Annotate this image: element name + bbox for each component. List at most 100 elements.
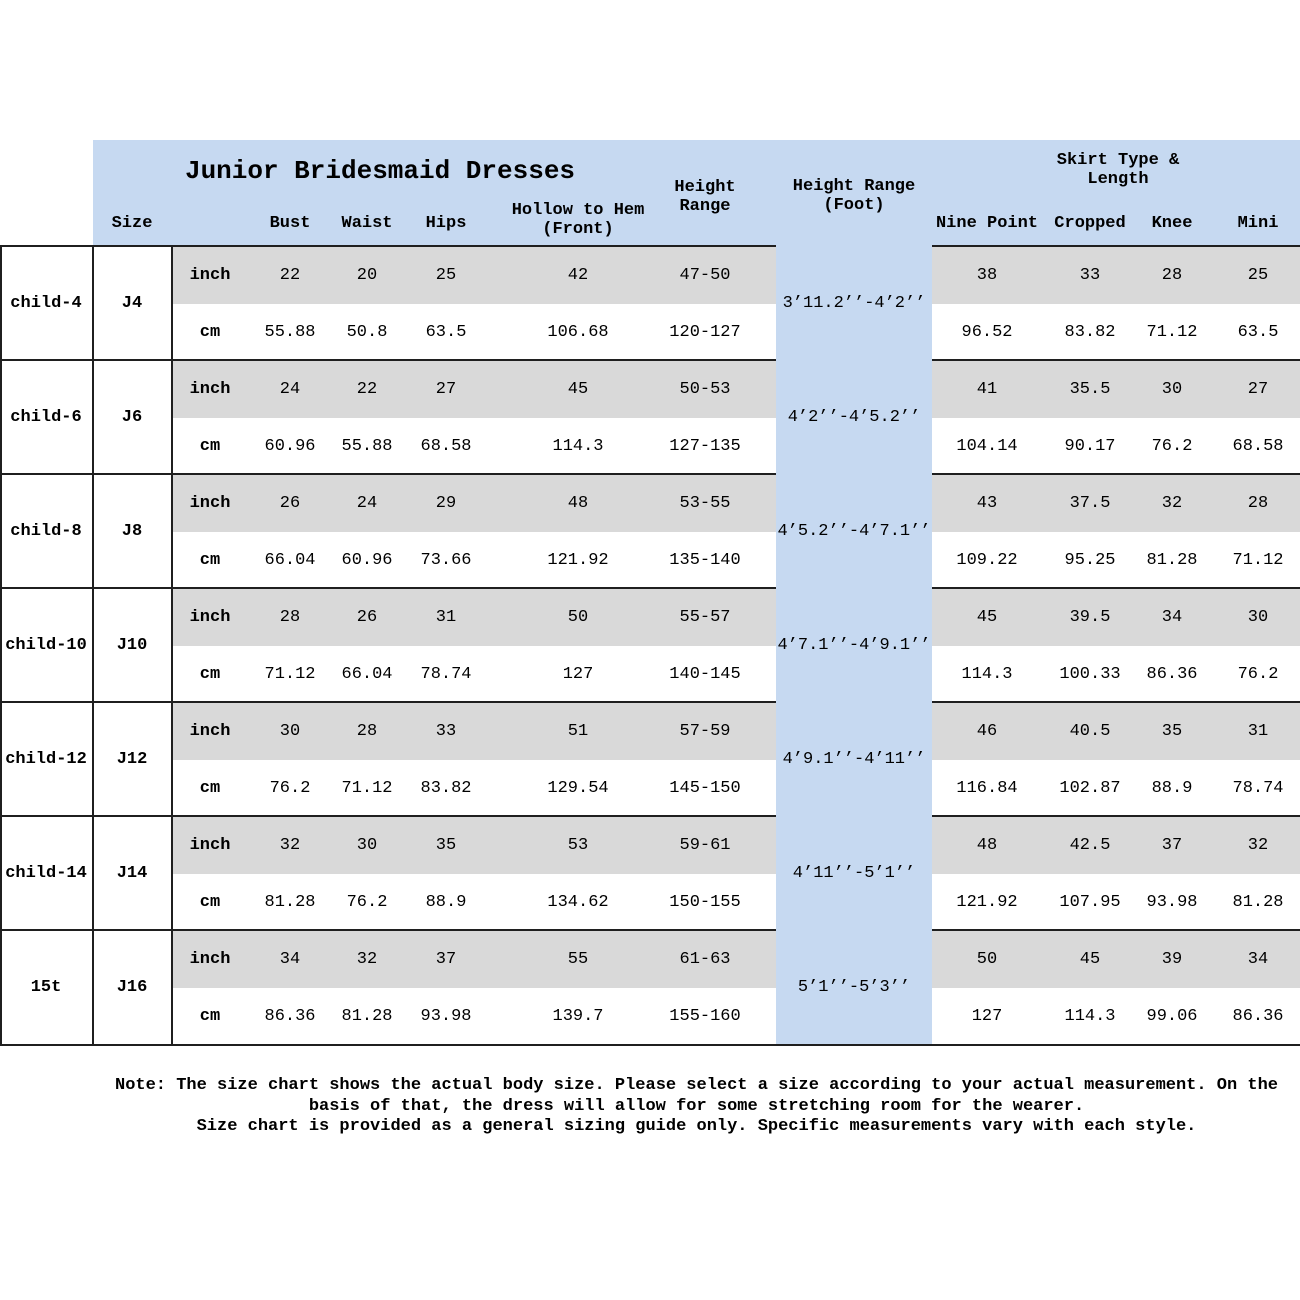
grid-line xyxy=(0,359,776,361)
row-label-child: child-12 xyxy=(5,750,87,769)
cell-hollow-cm: 127 xyxy=(562,664,594,684)
cell-hollow-inch: 50 xyxy=(567,607,589,627)
cell-knee-inch: 30 xyxy=(1161,379,1183,399)
table-row: child-12 J12 inch cm 30 28 33 51 57-59 4… xyxy=(0,703,1300,817)
cell-bust-cm: 81.28 xyxy=(264,892,316,912)
cell-waist-cm: 81.28 xyxy=(341,1006,393,1026)
table-row: 15t J16 inch cm 34 32 37 55 61-63 50 45 … xyxy=(0,931,1300,1045)
cell-waist-cm: 76.2 xyxy=(346,892,388,912)
row-stripe xyxy=(932,361,1300,418)
cell-hips-cm: 78.74 xyxy=(420,664,472,684)
cell-mini-inch: 34 xyxy=(1247,949,1269,969)
cell-bust-inch: 24 xyxy=(279,379,301,399)
cell-cropped-inch: 40.5 xyxy=(1069,721,1111,741)
note-text: Note: The size chart shows the actual bo… xyxy=(93,1076,1300,1138)
row-stripe xyxy=(932,589,1300,646)
note-line-1: Note: The size chart shows the actual bo… xyxy=(115,1076,1278,1095)
cell-nine-point-cm: 116.84 xyxy=(956,778,1018,798)
cell-cropped-cm: 83.82 xyxy=(1064,322,1116,342)
cell-knee-cm: 86.36 xyxy=(1146,664,1198,684)
cell-mini-cm: 68.58 xyxy=(1232,436,1284,456)
cell-cropped-inch: 35.5 xyxy=(1069,379,1111,399)
cell-bust-inch: 26 xyxy=(279,493,301,513)
cell-knee-inch: 39 xyxy=(1161,949,1183,969)
cell-knee-cm: 99.06 xyxy=(1146,1006,1198,1026)
cell-nine-point-cm: 109.22 xyxy=(956,550,1018,570)
grid-line xyxy=(0,701,776,703)
cell-mini-inch: 25 xyxy=(1247,265,1269,285)
height-range-foot-column-background xyxy=(776,140,932,1046)
cell-mini-inch: 28 xyxy=(1247,493,1269,513)
cell-height-range-foot: 4’9.1’’-4’11’’ xyxy=(782,750,926,769)
column-header-waist: Waist xyxy=(341,213,393,233)
cell-cropped-inch: 33 xyxy=(1079,265,1101,285)
cell-hips-inch: 25 xyxy=(435,265,457,285)
cell-hollow-cm: 114.3 xyxy=(552,436,604,456)
cell-height-range-cm: 120-127 xyxy=(669,322,741,342)
cell-nine-point-inch: 41 xyxy=(976,379,998,399)
cell-waist-inch: 30 xyxy=(356,835,378,855)
row-label-child: child-10 xyxy=(5,636,87,655)
cell-hips-inch: 35 xyxy=(435,835,457,855)
grid-line xyxy=(932,587,1300,589)
row-stripe xyxy=(172,475,776,532)
cell-height-range-inch: 59-61 xyxy=(679,835,731,855)
cell-height-range-inch: 61-63 xyxy=(679,949,731,969)
cell-hollow-inch: 51 xyxy=(567,721,589,741)
cell-hollow-cm: 129.54 xyxy=(547,778,609,798)
grid-line xyxy=(932,245,1300,247)
cell-hollow-inch: 55 xyxy=(567,949,589,969)
header-background xyxy=(93,140,1300,247)
cell-nine-point-cm: 114.3 xyxy=(961,664,1013,684)
cell-height-range-foot: 4’2’’-4’5.2’’ xyxy=(787,408,921,427)
cell-knee-cm: 76.2 xyxy=(1151,436,1193,456)
cell-hips-inch: 29 xyxy=(435,493,457,513)
cell-knee-cm: 81.28 xyxy=(1146,550,1198,570)
cell-height-range-inch: 53-55 xyxy=(679,493,731,513)
unit-label-inch: inch xyxy=(189,949,231,969)
row-label-child: child-6 xyxy=(10,408,82,427)
cell-hollow-inch: 42 xyxy=(567,265,589,285)
cell-knee-inch: 32 xyxy=(1161,493,1183,513)
grid-line xyxy=(0,473,776,475)
column-header-hollow-to-hem: Hollow to Hem (Front) xyxy=(511,201,645,239)
cell-cropped-inch: 45 xyxy=(1079,949,1101,969)
cell-knee-cm: 88.9 xyxy=(1151,778,1193,798)
cell-mini-cm: 71.12 xyxy=(1232,550,1284,570)
cell-mini-inch: 27 xyxy=(1247,379,1269,399)
cell-height-range-cm: 155-160 xyxy=(669,1006,741,1026)
cell-bust-cm: 55.88 xyxy=(264,322,316,342)
cell-height-range-foot: 5’1’’-5’3’’ xyxy=(797,978,911,997)
grid-line xyxy=(932,473,1300,475)
cell-hips-inch: 33 xyxy=(435,721,457,741)
cell-hips-cm: 68.58 xyxy=(420,436,472,456)
cell-hips-cm: 63.5 xyxy=(425,322,467,342)
unit-label-cm: cm xyxy=(199,664,221,684)
cell-cropped-cm: 114.3 xyxy=(1064,1006,1116,1026)
cell-waist-inch: 32 xyxy=(356,949,378,969)
grid-line xyxy=(92,245,94,1046)
cell-waist-inch: 26 xyxy=(356,607,378,627)
column-header-nine-point: Nine Point xyxy=(935,213,1039,233)
row-label-size: J10 xyxy=(116,636,148,655)
row-label-child: child-8 xyxy=(10,522,82,541)
row-stripe xyxy=(932,817,1300,874)
cell-cropped-cm: 107.95 xyxy=(1059,892,1121,912)
cell-knee-inch: 35 xyxy=(1161,721,1183,741)
cell-height-range-cm: 135-140 xyxy=(669,550,741,570)
cell-nine-point-cm: 127 xyxy=(971,1006,1003,1026)
row-label-size: J12 xyxy=(116,750,148,769)
grid-line xyxy=(932,359,1300,361)
table-row: child-10 J10 inch cm 28 26 31 50 55-57 4… xyxy=(0,589,1300,703)
cell-height-range-foot: 4’5.2’’-4’7.1’’ xyxy=(777,522,931,541)
cell-height-range-inch: 55-57 xyxy=(679,607,731,627)
cell-knee-cm: 71.12 xyxy=(1146,322,1198,342)
cell-cropped-cm: 90.17 xyxy=(1064,436,1116,456)
unit-label-inch: inch xyxy=(189,493,231,513)
cell-bust-inch: 28 xyxy=(279,607,301,627)
cell-knee-cm: 93.98 xyxy=(1146,892,1198,912)
cell-hollow-cm: 139.7 xyxy=(552,1006,604,1026)
cell-bust-inch: 22 xyxy=(279,265,301,285)
row-label-size: J16 xyxy=(116,978,148,997)
